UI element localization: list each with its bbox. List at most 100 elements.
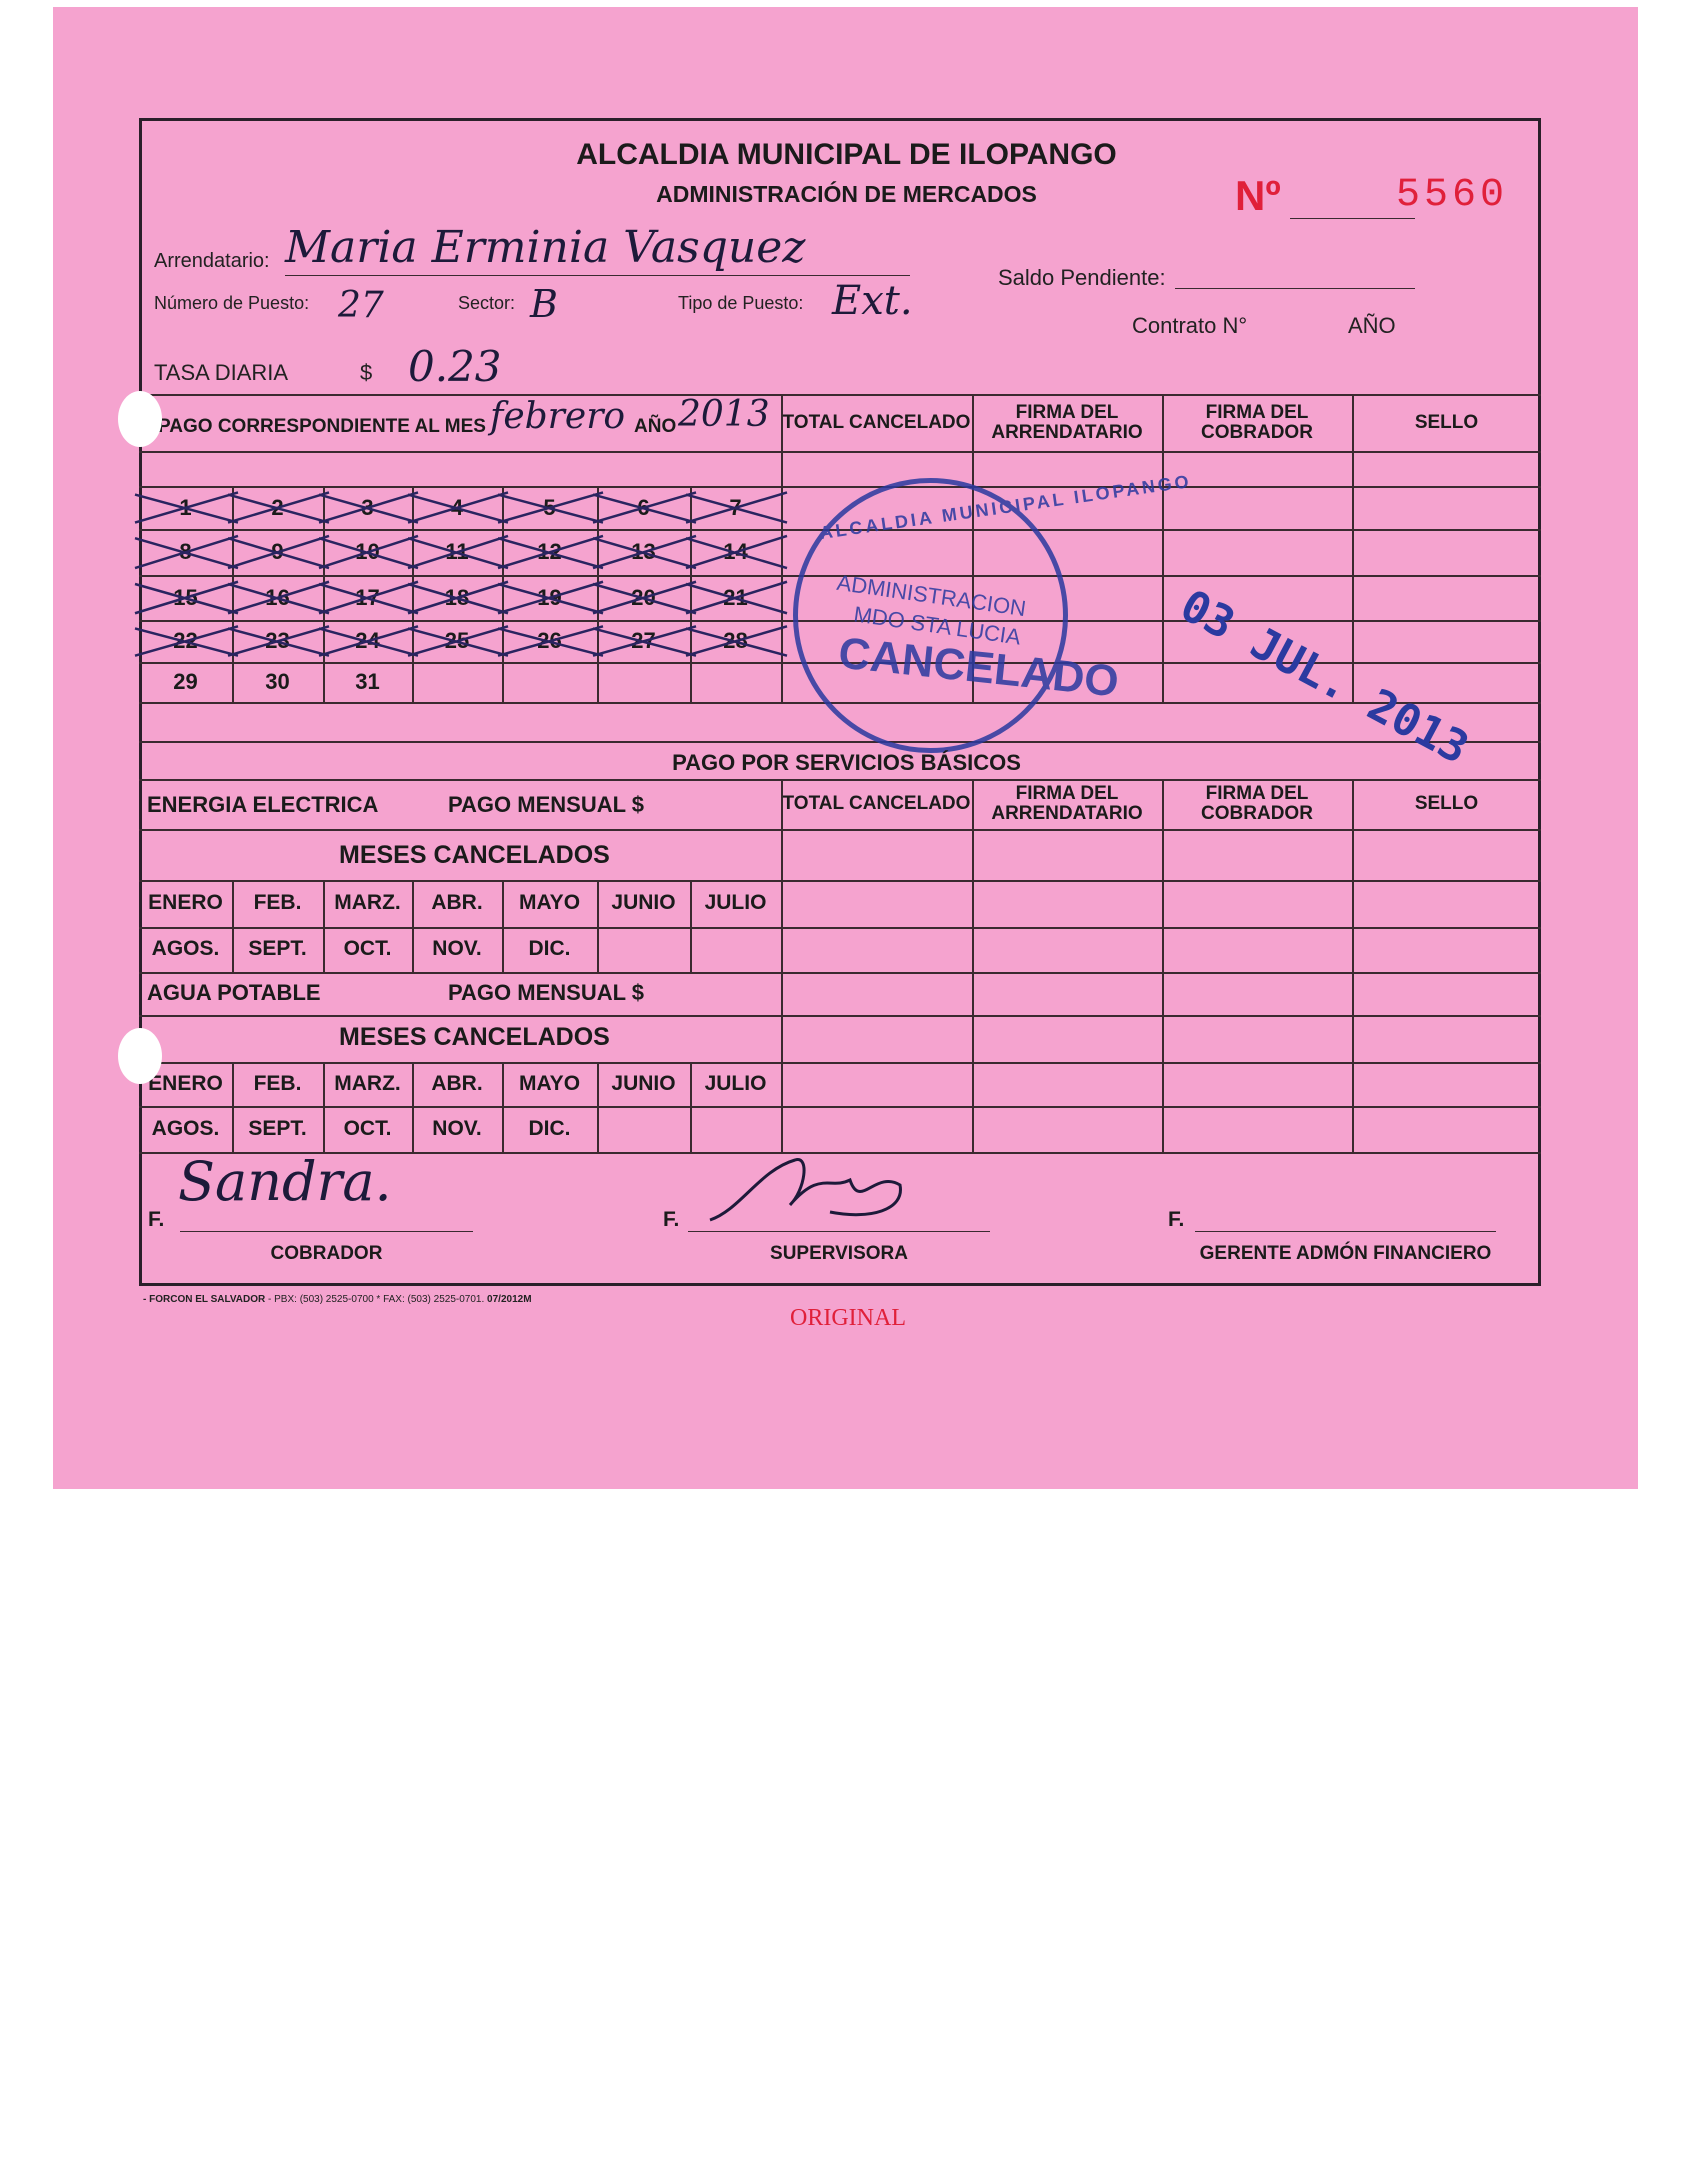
pago-col-header: FIRMA DEL ARRENDATARIO — [991, 401, 1143, 443]
row-line — [139, 451, 1541, 453]
servicios-title: PAGO POR SERVICIOS BÁSICOS — [672, 750, 1021, 775]
pago-col-header: TOTAL CANCELADO — [782, 411, 971, 433]
month-col-line — [690, 880, 692, 972]
row-line — [139, 1015, 1541, 1017]
month-cell: DIC. — [528, 937, 571, 961]
day-cell: 25 — [444, 628, 470, 654]
row-line — [139, 741, 1541, 743]
servicios-col-header: SELLO — [1414, 793, 1479, 815]
month-col-line — [412, 880, 414, 972]
month-col-line — [232, 880, 234, 972]
supervisora-f-label: F. — [663, 1208, 680, 1231]
supervisora-signature-line — [688, 1231, 990, 1232]
day-cell: 16 — [265, 584, 290, 610]
printer-info: - FORCON EL SALVADOR - PBX: (503) 2525-0… — [143, 1294, 532, 1305]
month-cell: JUNIO — [611, 1071, 676, 1095]
month-cell: MARZ. — [334, 891, 401, 915]
day-cell: 28 — [723, 628, 748, 654]
month-cell: NOV. — [432, 1116, 482, 1140]
col-line — [1352, 394, 1354, 702]
cobrador-label: COBRADOR — [270, 1243, 383, 1264]
title: ALCALDIA MUNICIPAL DE ILOPANGO — [576, 138, 1117, 171]
cobrador-signature-line — [180, 1231, 473, 1232]
gerente-label: GERENTE ADMÓN FINANCIERO — [1199, 1243, 1492, 1264]
puesto-label: Número de Puesto: — [154, 293, 310, 313]
row-line — [139, 1152, 1541, 1154]
tipo-value: Ext. — [832, 278, 913, 324]
cancelado-seal: ALCALDIA MUNICIPAL ILOPANGO ADMINISTRACI… — [793, 471, 1193, 753]
subtitle: ADMINISTRACIÓN DE MERCADOS — [656, 181, 1037, 207]
row-line — [139, 972, 1541, 974]
agua-meses-label: MESES CANCELADOS — [339, 1023, 610, 1051]
month-col-line — [323, 1062, 325, 1152]
day-cell: 27 — [631, 628, 656, 654]
punch-hole — [118, 1028, 162, 1084]
col-line — [1352, 779, 1354, 1152]
day-cell: 29 — [173, 669, 198, 695]
gerente-f-label: F. — [1168, 1208, 1185, 1231]
day-cell: 5 — [543, 494, 556, 520]
day-cell: 17 — [355, 584, 380, 610]
row-line — [139, 1106, 1541, 1108]
agua-label: AGUA POTABLE — [147, 980, 321, 1005]
cobrador-f-label: F. — [148, 1208, 165, 1231]
month-cell: AGOS. — [151, 1116, 220, 1140]
day-cell: 12 — [537, 539, 562, 565]
month-col-line — [690, 1062, 692, 1152]
day-cell: 21 — [723, 584, 748, 610]
day-cell: 3 — [361, 494, 374, 520]
month-cell: MARZ. — [334, 1071, 401, 1095]
row-line — [139, 1062, 1541, 1064]
row-line — [139, 486, 1541, 488]
day-cell: 23 — [265, 628, 290, 654]
pago-col-header: SELLO — [1414, 411, 1479, 433]
month-cell: DIC. — [528, 1116, 571, 1140]
month-cell: ABR. — [431, 1071, 483, 1095]
gerente-signature-line — [1195, 1231, 1496, 1232]
saldo-label: Saldo Pendiente: — [998, 265, 1166, 290]
col-line — [972, 779, 974, 1152]
supervisora-signature — [709, 1158, 902, 1222]
month-cell: SEPT. — [248, 1116, 307, 1140]
day-cell: 31 — [355, 669, 380, 695]
day-cell: 1 — [179, 494, 192, 520]
month-col-line — [502, 880, 504, 972]
col-line — [1162, 779, 1164, 1152]
day-cell: 4 — [450, 494, 464, 520]
day-cell: 22 — [173, 628, 198, 654]
month-col-line — [412, 1062, 414, 1152]
energia-pago-mensual: PAGO MENSUAL $ — [448, 792, 644, 817]
cobrador-signature: Sandra. — [178, 1150, 392, 1213]
day-cell: 10 — [355, 539, 380, 565]
day-cell: 26 — [537, 628, 562, 654]
month-cell: SEPT. — [248, 937, 307, 961]
servicios-col-header: TOTAL CANCELADO — [782, 793, 971, 815]
day-cell: 11 — [445, 539, 469, 565]
row-line — [139, 880, 1541, 882]
copy-label: ORIGINAL — [790, 1305, 906, 1331]
month-cell: AGOS. — [151, 937, 220, 961]
day-cell: 14 — [723, 539, 748, 565]
month-cell: JUNIO — [611, 891, 676, 915]
month-col-line — [502, 1062, 504, 1152]
supervisora-label: SUPERVISORA — [770, 1243, 908, 1264]
month-cell: FEB. — [253, 1071, 302, 1095]
sector-value: B — [530, 282, 558, 326]
month-cell: MAYO — [518, 1071, 581, 1095]
day-cell: 13 — [631, 539, 656, 565]
tasa-label: TASA DIARIA — [154, 360, 289, 385]
arrendatario-value: Maria Erminia Vasquez — [285, 222, 806, 273]
month-col-line — [323, 880, 325, 972]
day-cell: 7 — [729, 494, 742, 520]
energia-meses-label: MESES CANCELADOS — [339, 841, 610, 869]
month-col-line — [597, 880, 599, 972]
servicios-col-header: FIRMA DEL COBRADOR — [1201, 783, 1313, 824]
pago-col-header: FIRMA DEL COBRADOR — [1201, 401, 1313, 443]
agua-pago-mensual: PAGO MENSUAL $ — [448, 980, 644, 1005]
day-cell: 9 — [271, 539, 284, 565]
punch-hole — [118, 391, 162, 447]
day-cell: 19 — [537, 584, 562, 610]
pago-mes-value: febrero — [490, 396, 626, 437]
day-cell: 24 — [355, 628, 380, 654]
tasa-value: 0.23 — [408, 342, 502, 391]
